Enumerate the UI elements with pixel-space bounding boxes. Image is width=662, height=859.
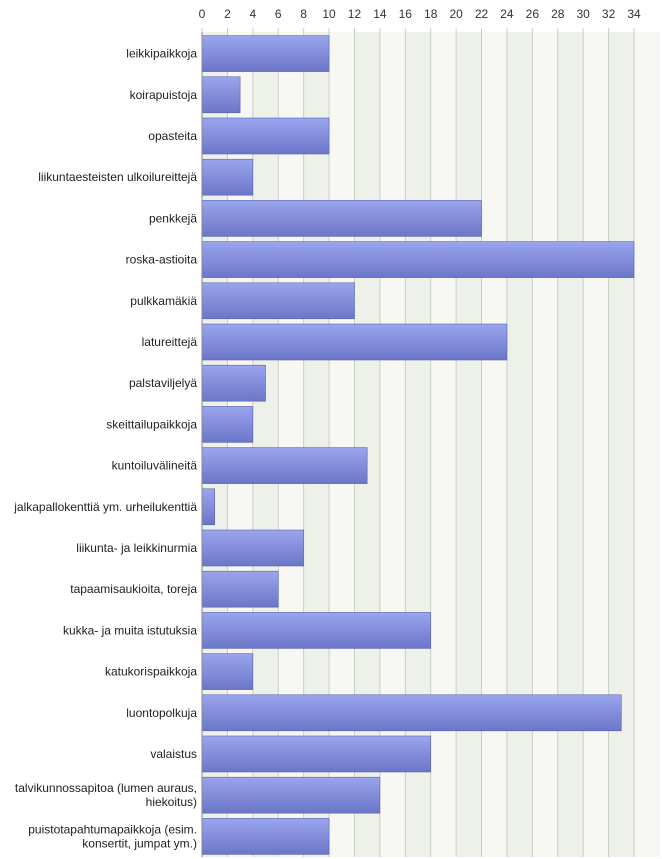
background-band <box>252 32 279 857</box>
category-label: liikuntaesteisten ulkoilureittejä <box>38 170 197 184</box>
bar <box>201 818 330 855</box>
background-band <box>506 32 533 857</box>
category-label: liikunta- ja leikkinurmia <box>76 541 197 555</box>
background-band <box>430 32 457 857</box>
category-label: roska-astioita <box>126 253 198 267</box>
background-band <box>354 32 380 857</box>
bar <box>201 200 482 237</box>
bar <box>201 694 622 732</box>
category-label: luontopolkuja <box>126 706 197 720</box>
category-label: latureittejä <box>142 335 198 349</box>
x-tick-label: 18 <box>424 7 438 21</box>
category-label: jalkapallokenttiä ym. urheilukenttiä <box>13 500 197 514</box>
category-label: talvikunnossapitoa (lumen auraus, <box>15 781 197 795</box>
x-tick-label: 20 <box>449 7 463 21</box>
background-band <box>532 32 558 857</box>
x-tick-label: 14 <box>373 7 387 21</box>
category-label: opasteita <box>148 129 197 143</box>
x-tick-label: 0 <box>199 7 206 21</box>
background-band <box>583 32 609 857</box>
x-tick-label: 16 <box>399 7 413 21</box>
x-tick-label: 32 <box>602 7 616 21</box>
bar <box>201 76 241 114</box>
x-tick-label: 28 <box>551 7 565 21</box>
bar <box>201 117 330 155</box>
background-band <box>557 32 584 857</box>
category-label: katukorispaikkoja <box>105 665 197 679</box>
background-band <box>405 32 431 857</box>
background-band <box>227 32 253 857</box>
bar <box>201 447 368 484</box>
category-label: koirapuistoja <box>130 88 198 102</box>
category-label: tapaamisaukioita, toreja <box>70 582 197 596</box>
category-label: leikkipaikkoja <box>126 47 197 61</box>
x-tick-label: 30 <box>576 7 590 21</box>
x-tick-label: 26 <box>526 7 540 21</box>
bar <box>201 406 254 443</box>
bar <box>201 735 432 773</box>
category-label: kukka- ja muita istutuksia <box>63 623 197 637</box>
category-label: valaistus <box>150 747 197 761</box>
x-tick-label: 2 <box>224 7 231 21</box>
x-axis-ticks: 0 2 4 6 8 10 12 14 16 18 20 22 24 26 28 30 32 34 <box>199 7 641 21</box>
category-label: puistotapahtumapaikkoja (esim. <box>28 822 197 836</box>
bar <box>201 35 330 72</box>
bar <box>201 570 279 608</box>
category-label: palstaviljelyä <box>129 376 197 390</box>
background-band <box>202 32 228 857</box>
x-tick-label: 4 <box>249 7 256 21</box>
background-band <box>278 32 304 857</box>
category-labels: leikkipaikkoja koirapuistoja opasteita liik… <box>13 47 197 851</box>
background-band <box>329 32 355 857</box>
x-tick-label: 24 <box>500 7 514 21</box>
x-tick-label: 34 <box>627 7 641 21</box>
bar <box>201 158 254 196</box>
x-tick-label: 6 <box>275 7 282 21</box>
category-label: penkkejä <box>149 211 197 225</box>
x-tick-label: 10 <box>322 7 336 21</box>
bar <box>201 282 355 320</box>
background-band <box>303 32 330 857</box>
category-label: konsertit, jumpat ym.) <box>82 836 197 850</box>
x-tick-label: 8 <box>300 7 307 21</box>
background-band <box>379 32 406 857</box>
background-band <box>608 32 634 857</box>
bar <box>201 241 635 278</box>
category-label: hiekoitus) <box>146 795 197 809</box>
bar <box>201 612 432 649</box>
bar <box>201 364 266 402</box>
category-label: skeittailupaikkoja <box>106 417 197 431</box>
background-band <box>634 32 660 857</box>
bar <box>201 776 381 814</box>
bar <box>201 488 216 526</box>
category-label: pulkkamäkiä <box>130 294 197 308</box>
background-band <box>456 32 482 857</box>
x-tick-label: 22 <box>475 7 489 21</box>
bars <box>201 35 635 855</box>
x-tick-label: 12 <box>348 7 362 21</box>
bar <box>201 653 254 690</box>
bar <box>201 323 508 361</box>
bar <box>201 529 304 567</box>
background-band <box>481 32 507 857</box>
category-label: kuntoiluvälineitä <box>112 459 198 473</box>
